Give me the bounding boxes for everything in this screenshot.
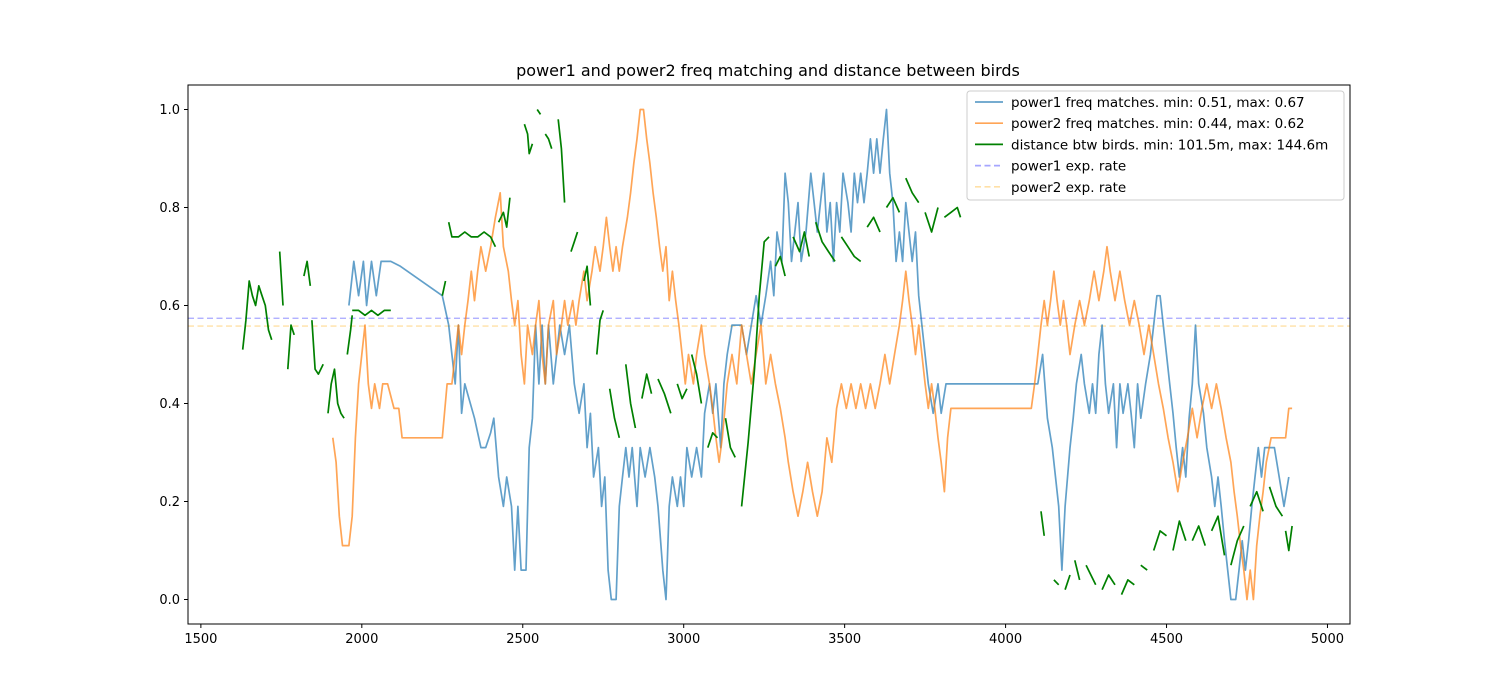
y-tick-label: 1.0 <box>159 103 180 118</box>
series-segment <box>1073 560 1081 581</box>
series-power2-freq-matches <box>331 108 1293 601</box>
series-segment <box>570 231 579 252</box>
series-segment <box>866 216 881 233</box>
series-segment <box>1064 574 1071 590</box>
series-segment <box>885 196 901 213</box>
x-tick-label: 3000 <box>667 632 700 647</box>
series-segment <box>595 310 605 355</box>
legend: power1 freq matches. min: 0.51, max: 0.6… <box>966 90 1345 201</box>
series-segment <box>657 378 672 414</box>
series-segment <box>1191 525 1207 546</box>
series-segment <box>1040 511 1046 536</box>
series-segment <box>1101 574 1116 591</box>
series-segment <box>497 197 511 228</box>
legend-label: power1 freq matches. min: 0.51, max: 0.6… <box>1011 95 1305 111</box>
series-line <box>331 108 1293 601</box>
series-segment <box>303 260 312 287</box>
series-segment <box>1249 490 1264 512</box>
legend-label: distance btw birds. min: 101.5m, max: 14… <box>1011 137 1328 153</box>
series-segment <box>327 368 345 419</box>
series-segment <box>286 324 296 370</box>
x-tick-label: 2000 <box>345 632 378 647</box>
legend-frame <box>966 90 1345 201</box>
series-segment <box>241 280 273 350</box>
series-segment <box>557 119 566 203</box>
series-segment <box>1210 515 1226 556</box>
series-segment <box>352 309 391 317</box>
x-tick-label: 4000 <box>989 632 1022 647</box>
series-segment <box>774 255 786 277</box>
series-segment <box>441 280 447 296</box>
series-segment <box>1172 520 1187 551</box>
series-segment <box>792 231 811 257</box>
x-tick-label: 3500 <box>828 632 861 647</box>
series-segment <box>924 207 939 233</box>
series-segment <box>1140 564 1148 571</box>
y-axis: 0.0 0.2 0.4 0.6 0.8 1.0 <box>159 103 188 608</box>
series-segment <box>1152 530 1168 551</box>
y-tick-label: 0.0 <box>159 593 180 608</box>
x-tick-label: 5000 <box>1311 632 1344 647</box>
series-segment <box>706 432 719 448</box>
x-axis: 1500 2000 2500 3000 3500 4000 4500 5000 <box>184 624 1344 647</box>
series-segment <box>724 418 736 458</box>
x-tick-label: 1500 <box>184 632 217 647</box>
y-tick-label: 0.8 <box>159 201 180 216</box>
series-layer <box>188 108 1350 601</box>
series-segment <box>814 221 836 262</box>
legend-label: power1 exp. rate <box>1011 159 1126 175</box>
series-segment <box>583 265 592 306</box>
y-tick-label: 0.6 <box>159 299 180 314</box>
series-segment <box>840 236 862 263</box>
y-tick-label: 0.4 <box>159 397 180 412</box>
series-segment <box>1085 564 1097 586</box>
series-segment <box>1284 525 1293 552</box>
series-segment <box>690 354 703 404</box>
series-segment <box>346 315 354 355</box>
plot-frame <box>187 84 1351 625</box>
series-segment <box>624 364 637 429</box>
legend-label: power2 freq matches. min: 0.44, max: 0.6… <box>1011 116 1305 132</box>
series-segment <box>523 123 534 155</box>
series-segment <box>536 109 542 115</box>
series-segment <box>740 236 770 507</box>
series-segment <box>943 206 962 218</box>
chart-title: power1 and power2 freq matching and dist… <box>516 61 1020 80</box>
series-segment <box>278 251 284 306</box>
series-segment <box>1230 525 1245 566</box>
series-segment <box>608 388 621 439</box>
series-segment <box>447 222 497 248</box>
series-segment <box>311 320 324 375</box>
x-tick-label: 4500 <box>1150 632 1183 647</box>
series-segment <box>676 383 688 400</box>
y-tick-label: 0.2 <box>159 495 180 510</box>
series-segment <box>1268 486 1284 517</box>
x-tick-label: 2500 <box>506 632 539 647</box>
legend-label: power2 exp. rate <box>1011 180 1126 196</box>
series-segment <box>544 133 553 149</box>
series-segment <box>1053 579 1060 586</box>
series-segment <box>641 373 653 399</box>
series-segment <box>905 177 920 204</box>
series-distance-btw-birds <box>241 109 1293 595</box>
series-segment <box>1120 579 1135 595</box>
